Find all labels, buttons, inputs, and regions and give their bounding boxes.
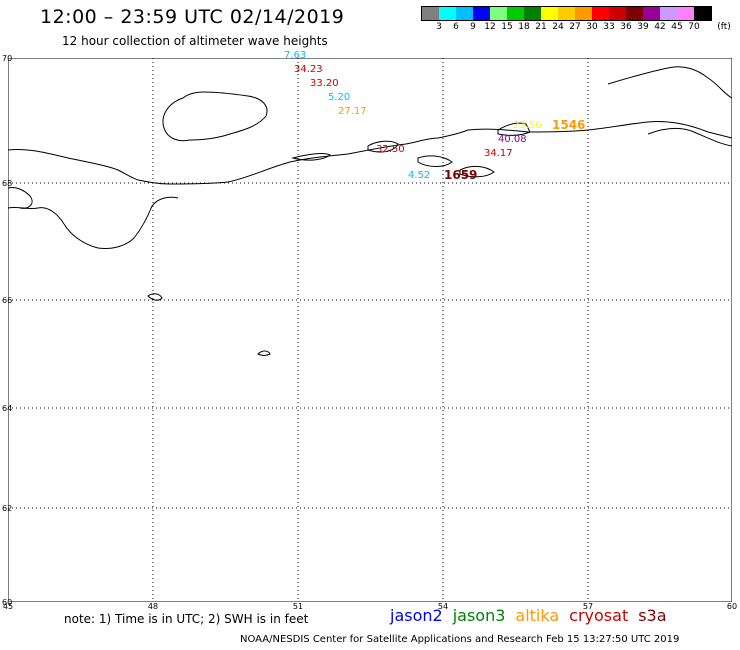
coast-west-bay	[8, 196, 179, 249]
swh-observation-label: 4.52	[408, 170, 431, 181]
swh-observation-label: 1546	[552, 118, 586, 132]
latitude-label: 60	[2, 598, 13, 607]
colorbar-swatch	[507, 7, 524, 20]
legend-entry-cryosat: cryosat	[569, 606, 629, 625]
map-area: 70 68 66 64 62 60 45 48 51 54 57 60 7.63 34.23 33.20…	[2, 50, 737, 611]
colorbar-swatch	[473, 7, 490, 20]
colorbar-swatch	[558, 7, 575, 20]
swh-observation-label: 34.23	[294, 64, 323, 75]
colorbar-swatch	[677, 7, 694, 20]
colorbar-swatch	[592, 7, 609, 20]
colorbar-unit-label: (ft)	[717, 22, 731, 32]
swh-observation-label: 32.50	[376, 144, 405, 155]
colorbar-tick-label: 36	[620, 22, 632, 32]
swh-observation-label: 27.17	[338, 106, 367, 117]
coast-west-inlet	[8, 187, 33, 209]
graticule	[8, 58, 732, 602]
island-small-3	[417, 155, 453, 167]
legend-entry-jason2: jason2	[390, 606, 443, 625]
colorbar-swatch	[422, 7, 439, 20]
colorbar-swatch	[490, 7, 507, 20]
colorbar-tick-label: 9	[470, 22, 476, 32]
colorbar-tick-label: 15	[501, 22, 513, 32]
colorbar-swatches	[421, 6, 712, 21]
colorbar-swatch	[660, 7, 677, 20]
colorbar-tick-label: 3	[436, 22, 442, 32]
island-small-5	[497, 122, 531, 136]
colorbar-swatch	[524, 7, 541, 20]
latitude-label: 70	[2, 54, 13, 63]
latitude-label: 66	[2, 296, 13, 305]
colorbar-swatch	[541, 7, 558, 20]
coast-east	[647, 127, 732, 147]
island-small-2	[367, 140, 399, 153]
footnote: note: 1) Time is in UTC; 2) SWH is in fe…	[64, 612, 309, 626]
map-subtitle: 12 hour collection of altimeter wave hei…	[62, 34, 328, 48]
legend-entry-jason3: jason3	[452, 606, 506, 625]
colorbar-tick-label: 18	[518, 22, 530, 32]
colorbar-tick-label: 33	[603, 22, 615, 32]
swh-observation-label: 1659	[444, 168, 478, 182]
colorbar-tick-label: 21	[535, 22, 547, 32]
latitude-label: 68	[2, 179, 13, 188]
island-small-4	[459, 165, 495, 178]
island-small-1	[291, 153, 331, 161]
colorbar-swatch	[694, 7, 711, 20]
colorbar-tick-label: 6	[453, 22, 459, 32]
colorbar-tick-label: 30	[586, 22, 598, 32]
latitude-label: 62	[2, 504, 13, 513]
colorbar-tick-label: 70	[688, 22, 700, 32]
swh-observation-label: 33.20	[310, 78, 339, 89]
island-kolguev	[162, 91, 268, 142]
longitude-label: 45	[2, 602, 14, 611]
coast-main	[8, 121, 732, 185]
legend-entry-s3a: s3a	[638, 606, 667, 625]
longitude-label: 54	[437, 602, 449, 611]
coastlines	[8, 66, 732, 356]
swh-observation-label: 40.08	[498, 134, 527, 145]
colorbar-swatch	[456, 7, 473, 20]
map-svg	[8, 58, 732, 602]
colorbar-swatch	[643, 7, 660, 20]
swh-observation-label: 23.56	[513, 120, 542, 131]
islet-2	[257, 350, 271, 356]
swh-observation-label: 34.17	[484, 148, 513, 159]
swh-observation-label: 5.20	[328, 92, 351, 103]
longitude-label: 60	[726, 602, 738, 611]
legend-entry-altika: altika	[515, 606, 560, 625]
colorbar-swatch	[575, 7, 592, 20]
islet-1	[147, 293, 163, 301]
colorbar-tick-label: 45	[671, 22, 683, 32]
map-border	[8, 58, 732, 602]
coast-northeast	[607, 66, 732, 99]
longitude-label: 51	[292, 602, 304, 611]
colorbar-tick-label: 42	[654, 22, 666, 32]
swh-observation-label: 7.63	[284, 50, 307, 61]
colorbar-tick-label: 39	[637, 22, 649, 32]
satellite-legend: jason2 jason3 altika cryosat s3a	[390, 606, 667, 625]
colorbar-swatch	[609, 7, 626, 20]
colorbar-swatch	[439, 7, 456, 20]
colorbar-swatch	[626, 7, 643, 20]
map-title: 12:00 – 23:59 UTC 02/14/2019	[40, 6, 345, 28]
longitude-label: 57	[582, 602, 594, 611]
longitude-label: 48	[147, 602, 159, 611]
colorbar-tick-label: 27	[569, 22, 581, 32]
colorbar-tick-label: 12	[484, 22, 496, 32]
colorbar-tick-label: 24	[552, 22, 564, 32]
latitude-label: 64	[2, 404, 13, 413]
credit-line: NOAA/NESDIS Center for Satellite Applica…	[240, 634, 680, 645]
